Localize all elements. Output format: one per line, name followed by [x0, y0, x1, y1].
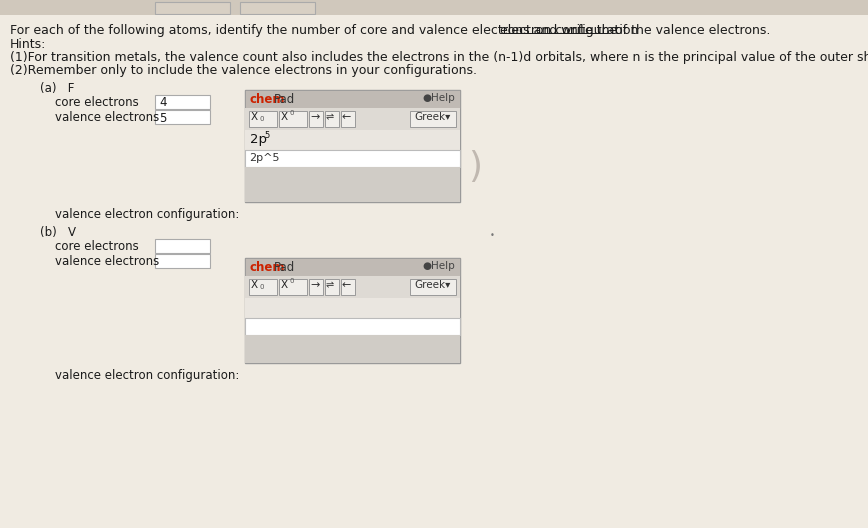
Text: X: X — [281, 280, 288, 290]
Text: Pad: Pad — [274, 261, 295, 274]
Text: 0: 0 — [259, 116, 264, 122]
Text: (1)For transition metals, the valence count also includes the electrons in the (: (1)For transition metals, the valence co… — [10, 51, 868, 64]
Bar — [155, 239, 210, 253]
Text: valence electrons: valence electrons — [55, 255, 159, 268]
Bar — [245, 258, 460, 276]
Bar — [245, 90, 460, 108]
Text: core electrons: core electrons — [55, 240, 139, 253]
Text: (2)Remember only to include the valence electrons in your configurations.: (2)Remember only to include the valence … — [10, 64, 477, 77]
Bar — [245, 150, 460, 167]
Text: •: • — [320, 116, 325, 125]
Text: For each of the following atoms, identify the number of core and valence electro: For each of the following atoms, identif… — [10, 24, 621, 37]
Text: →: → — [310, 112, 319, 122]
Bar — [245, 318, 460, 335]
Bar — [309, 279, 323, 295]
Text: 0: 0 — [290, 110, 294, 116]
Text: 2p^5: 2p^5 — [249, 153, 279, 163]
Text: ●Help: ●Help — [422, 261, 455, 271]
Bar — [245, 90, 460, 202]
Text: ⇌: ⇌ — [326, 112, 334, 122]
Text: X: X — [251, 280, 258, 290]
Bar — [245, 130, 460, 150]
Bar — [155, 254, 210, 268]
Text: ←: ← — [342, 112, 352, 122]
Text: 5: 5 — [264, 131, 269, 140]
Text: valence electron configuration:: valence electron configuration: — [55, 208, 240, 221]
Text: of the valence electrons.: of the valence electrons. — [611, 24, 770, 37]
Bar — [245, 108, 460, 130]
Text: (b)   V: (b) V — [40, 226, 76, 239]
Text: 4: 4 — [159, 97, 167, 109]
Text: chem: chem — [250, 93, 286, 106]
Bar — [245, 335, 460, 363]
Text: ●Help: ●Help — [422, 93, 455, 103]
Bar — [279, 279, 307, 295]
Text: chem: chem — [250, 261, 286, 274]
Bar — [410, 111, 456, 127]
Bar — [155, 110, 210, 124]
Text: 5: 5 — [159, 111, 167, 125]
Text: Greek▾: Greek▾ — [414, 280, 450, 290]
Bar — [341, 279, 355, 295]
Bar — [155, 95, 210, 109]
Text: valence electron configuration:: valence electron configuration: — [55, 369, 240, 382]
Bar — [245, 276, 460, 298]
Bar — [309, 111, 323, 127]
Text: X: X — [281, 112, 288, 122]
Text: 0: 0 — [259, 284, 264, 290]
Bar — [279, 111, 307, 127]
Bar — [155, 2, 230, 14]
Text: ←: ← — [342, 280, 352, 290]
Text: electron configuration: electron configuration — [500, 24, 638, 37]
Text: 2p: 2p — [250, 133, 267, 146]
Text: Pad: Pad — [274, 93, 295, 106]
Bar — [240, 2, 315, 14]
Bar — [249, 279, 277, 295]
Text: Hints:: Hints: — [10, 38, 46, 51]
Bar — [245, 167, 460, 202]
Bar — [0, 0, 868, 15]
Bar — [410, 279, 456, 295]
Text: core electrons: core electrons — [55, 96, 139, 109]
Bar — [249, 111, 277, 127]
Bar — [341, 111, 355, 127]
Text: ⇌: ⇌ — [326, 280, 334, 290]
Bar — [245, 258, 460, 363]
Text: •: • — [490, 231, 495, 240]
Text: →: → — [310, 280, 319, 290]
Text: (a)   F: (a) F — [40, 82, 75, 95]
Bar — [245, 298, 460, 318]
Bar — [325, 111, 339, 127]
Text: ): ) — [468, 150, 482, 184]
Bar — [325, 279, 339, 295]
Text: valence electrons: valence electrons — [55, 111, 159, 124]
Text: X: X — [251, 112, 258, 122]
Text: 0: 0 — [290, 278, 294, 284]
Text: Greek▾: Greek▾ — [414, 112, 450, 122]
